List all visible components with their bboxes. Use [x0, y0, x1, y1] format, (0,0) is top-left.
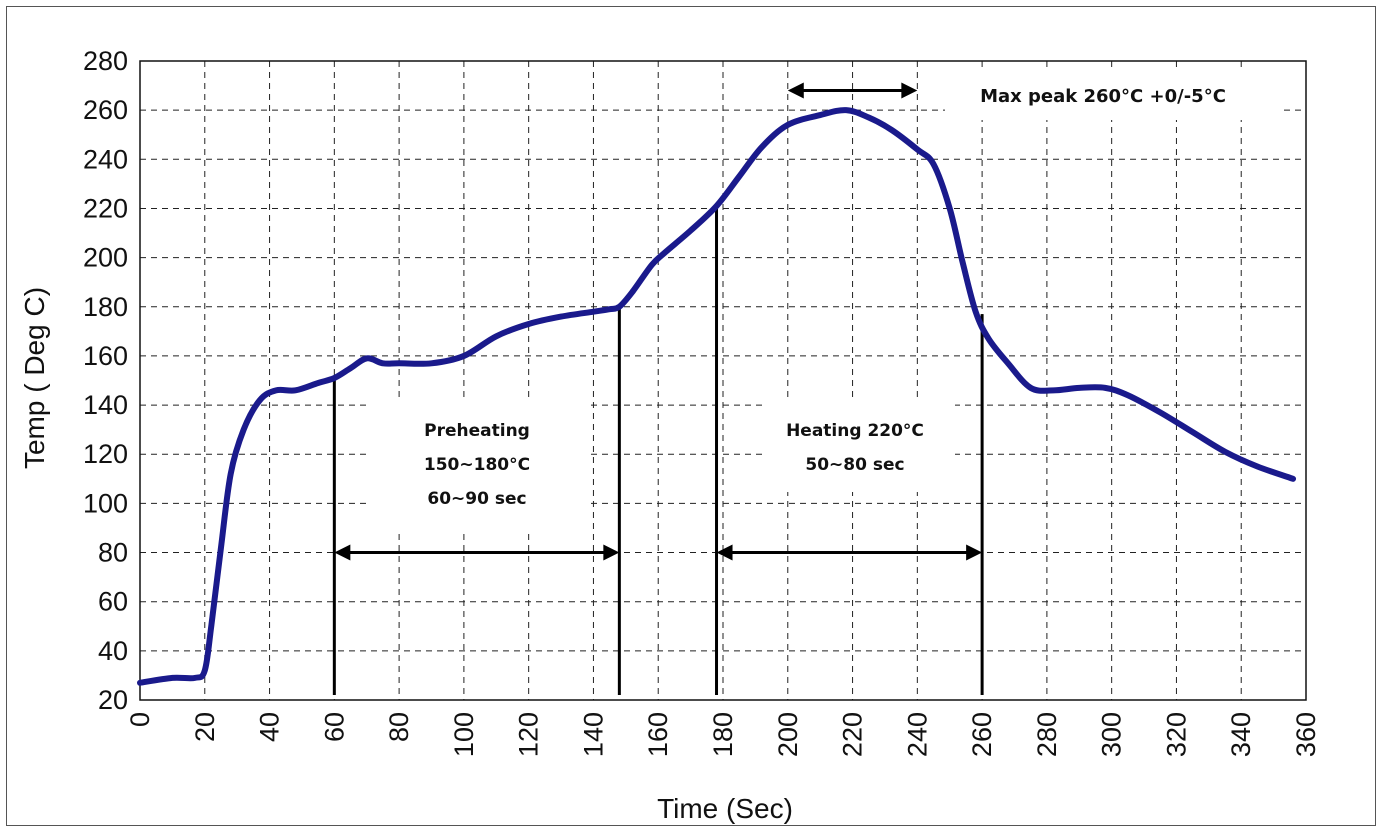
x-tick-label: 220 [838, 712, 868, 757]
heating-title: Heating 220°C [786, 421, 924, 441]
preheating-range: 150~180°C [424, 455, 530, 475]
chart-frame [6, 6, 1376, 826]
heating-arrow-right-head [966, 544, 983, 561]
y-tick-label: 20 [98, 685, 128, 715]
y-tick-label: 120 [83, 439, 128, 469]
x-tick-label: 0 [125, 712, 155, 727]
y-tick-label: 100 [83, 488, 128, 518]
heating-duration: 50~80 sec [805, 455, 904, 475]
y-tick-label: 280 [83, 46, 128, 76]
plot-border [139, 60, 1307, 701]
y-tick-label: 40 [98, 636, 128, 666]
x-tick-label: 160 [643, 712, 673, 757]
x-tick-label: 120 [514, 712, 544, 757]
region-markers [332, 82, 984, 695]
x-tick-label: 320 [1161, 712, 1191, 757]
heating-label-box [765, 402, 955, 492]
x-tick-label: 40 [255, 712, 285, 742]
x-tick-label: 100 [449, 712, 479, 757]
x-tick-label: 260 [967, 712, 997, 757]
x-tick-labels: 0 20 40 60 80 100 120 140 160 180 200 220 240 260 280 3… [125, 712, 1321, 757]
x-tick-label: 240 [902, 712, 932, 757]
y-tick-label: 160 [83, 341, 128, 371]
preheating-title: Preheating [424, 421, 530, 441]
x-tick-label: 80 [384, 712, 414, 742]
preheating-duration: 60~90 sec [427, 489, 526, 509]
y-tick-label: 140 [83, 390, 128, 420]
x-tick-label: 200 [773, 712, 803, 757]
y-tick-label: 240 [83, 144, 128, 174]
peak-arrow-left-head [787, 82, 804, 99]
x-tick-label: 60 [319, 712, 349, 742]
peak-annotation: Max peak 260°C +0/-5°C [980, 86, 1226, 107]
x-axis-label: Time (Sec) [657, 793, 793, 824]
y-tick-label: 180 [83, 292, 128, 322]
y-tick-label: 80 [98, 538, 128, 568]
y-tick-label: 260 [83, 95, 128, 125]
y-tick-label: 60 [98, 587, 128, 617]
preheating-arrow-left-head [334, 544, 351, 561]
x-tick-label: 20 [190, 712, 220, 742]
x-tick-label: 140 [578, 712, 608, 757]
series-line [137, 107, 1297, 686]
y-tick-labels: 20 40 60 80 100 120 140 160 180 200 220 240 260 280 [83, 46, 128, 715]
x-tick-label: 360 [1291, 712, 1321, 757]
preheating-arrow-right-head [603, 544, 620, 561]
grid [140, 61, 1306, 700]
x-tick-label: 340 [1226, 712, 1256, 757]
heating-arrow-left-head [716, 544, 733, 561]
preheat-label-box [370, 402, 590, 532]
peak-label-box [945, 70, 1280, 120]
y-axis-label: Temp ( Deg C) [19, 287, 50, 469]
y-tick-label: 220 [83, 193, 128, 223]
y-tick-label: 200 [83, 243, 128, 273]
x-tick-label: 300 [1097, 712, 1127, 757]
peak-arrow-right-head [901, 82, 918, 99]
x-tick-label: 180 [708, 712, 738, 757]
x-tick-label: 280 [1032, 712, 1062, 757]
